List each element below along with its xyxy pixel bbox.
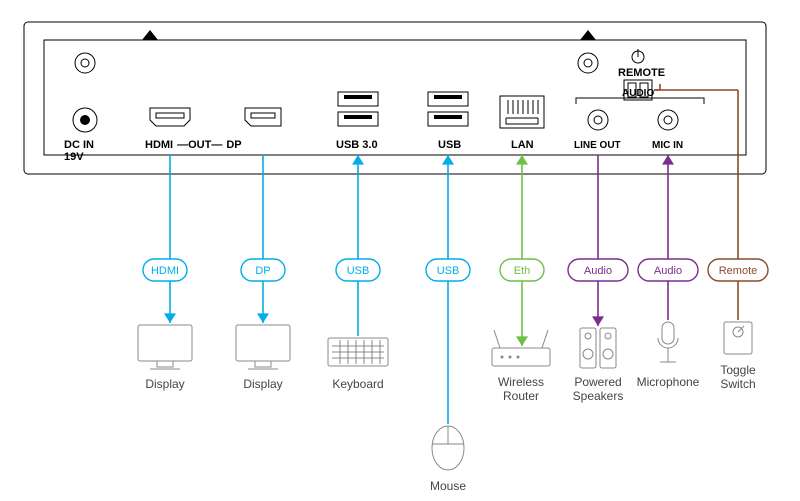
device-mouse: Mouse <box>430 426 466 493</box>
port-audio-group: AUDIO LINE OUT MIC IN <box>574 88 704 151</box>
label-remote: REMOTE <box>618 67 665 79</box>
label-lan: LAN <box>511 139 534 151</box>
label-keyboard: Keyboard <box>332 377 383 391</box>
label-display1: Display <box>145 377 184 391</box>
label-micin: MIC IN <box>652 140 683 151</box>
cable-tag-label-usb2: USB <box>437 265 460 277</box>
label-usb: USB <box>438 139 461 151</box>
cable-tag-label-audio1: Audio <box>584 265 612 277</box>
port-hdmi <box>150 108 190 126</box>
port-usb: USB <box>428 92 468 151</box>
label-dc: DC IN19V <box>64 139 94 163</box>
cable-tags: HDMI DP USB USB Eth Audio Audio Remote <box>143 259 768 281</box>
connection-diagram: DC IN19V HDMI—OUT—DP USB 3.0 USB <box>0 0 800 501</box>
device-microphone: Microphone <box>637 322 700 389</box>
devices: Display Display Keyboard Mouse <box>138 322 756 493</box>
label-toggle: ToggleSwitch <box>720 363 756 391</box>
label-audio: AUDIO <box>622 88 654 99</box>
device-speakers: PoweredSpeakers <box>573 328 624 403</box>
cable-tag-label-remote: Remote <box>719 265 758 277</box>
label-display2: Display <box>243 377 282 391</box>
cable-lines <box>164 84 738 424</box>
cable-tag-label-hdmi: HDMI <box>151 265 179 277</box>
cable-tag-label-eth: Eth <box>514 265 531 277</box>
device-chassis: DC IN19V HDMI—OUT—DP USB 3.0 USB <box>24 22 766 174</box>
device-toggle-switch: ToggleSwitch <box>720 322 756 391</box>
device-keyboard: Keyboard <box>328 338 388 391</box>
cable-tag-label-audio2: Audio <box>654 265 682 277</box>
cable-tag-label-usb1: USB <box>347 265 370 277</box>
device-display-1: Display <box>138 325 192 391</box>
label-hdmi-out-dp: HDMI—OUT—DP <box>145 139 242 151</box>
port-lan: LAN <box>500 96 544 151</box>
port-usb3: USB 3.0 <box>336 92 378 151</box>
label-mouse: Mouse <box>430 479 466 493</box>
device-display-2: Display <box>236 325 290 391</box>
cable-tag-label-dp: DP <box>255 265 270 277</box>
port-dp <box>245 108 281 126</box>
label-speakers: PoweredSpeakers <box>573 375 624 403</box>
label-mic: Microphone <box>637 375 700 389</box>
label-usb3: USB 3.0 <box>336 139 378 151</box>
label-lineout: LINE OUT <box>574 140 621 151</box>
label-router: WirelessRouter <box>498 375 544 403</box>
